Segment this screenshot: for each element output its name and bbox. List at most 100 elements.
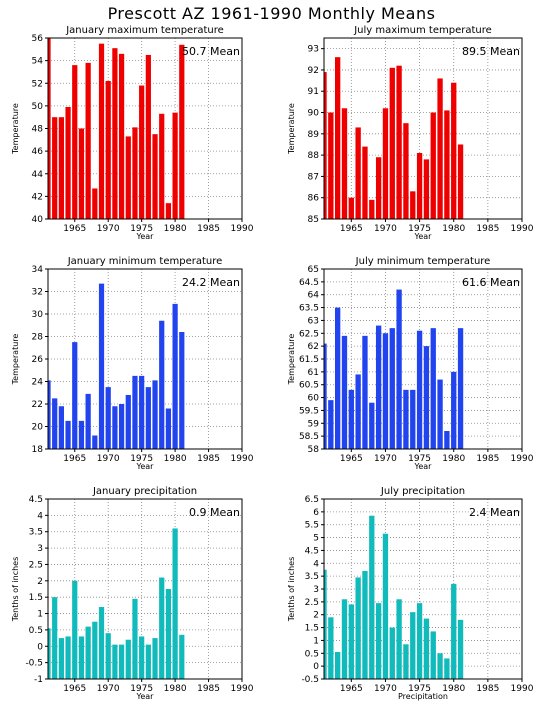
bar-1971 (389, 627, 395, 679)
bar-1979 (444, 110, 450, 219)
mean-label: 61.6 Mean (462, 276, 520, 289)
y-tick-label: -0.5 (301, 675, 319, 685)
y-tick-label: 42 (32, 192, 43, 202)
bar-1978 (159, 320, 165, 449)
y-tick-label: 64 (308, 291, 320, 301)
y-tick-label: 61 (308, 368, 319, 378)
y-tick-label: 24 (32, 378, 44, 388)
bar-1964 (341, 108, 348, 219)
bar-1975 (139, 375, 145, 449)
y-tick-label: 26 (32, 355, 44, 365)
bar-1981 (457, 619, 464, 679)
bar-1972 (396, 65, 402, 220)
bar-1967 (85, 393, 91, 449)
bar-1976 (145, 387, 151, 449)
bar-1963 (334, 307, 341, 449)
y-tick-label: 89 (308, 130, 320, 140)
bar-1976 (423, 618, 430, 679)
bar-1981 (179, 332, 185, 449)
bar-1980 (172, 528, 178, 679)
y-tick-label: 90 (308, 109, 320, 119)
bar-1962 (52, 398, 58, 449)
bar-1961 (48, 38, 51, 219)
y-tick-label: 0.5 (305, 649, 319, 659)
bar-1980 (172, 112, 178, 219)
y-tick-label: 62.5 (299, 329, 319, 339)
bar-1981 (457, 328, 464, 449)
bar-1971 (112, 406, 118, 449)
y-tick-label: 22 (32, 400, 43, 410)
y-tick-label: 87 (308, 172, 319, 182)
bar-1968 (369, 199, 375, 219)
x-tick-label: 1990 (231, 684, 254, 694)
bar-1981 (457, 144, 464, 219)
y-tick-label: 86 (308, 194, 320, 204)
bar-1964 (65, 636, 71, 679)
y-tick-label: 40 (32, 215, 44, 225)
chart-panel-5: -1 -0.5 0 0.5 1 1.5 2 2.5 3 3.5 4 4.5 1965 1970 1975 19… (11, 486, 254, 701)
plot-frame (47, 498, 243, 680)
bar-1969 (98, 283, 105, 449)
bar-1967 (85, 62, 91, 220)
mean-label: 2.4 Mean (469, 506, 520, 519)
x-tick-label: 1980 (164, 454, 187, 464)
bar-1976 (145, 644, 151, 679)
x-tick-label: 1990 (231, 454, 254, 464)
bar-1968 (92, 188, 98, 219)
y-tick-label: 92 (308, 66, 319, 76)
bar-1967 (85, 626, 91, 679)
y-axis-label: Tenths of inches (11, 557, 20, 623)
bar-1966 (78, 128, 85, 219)
y-tick-label: 63 (308, 316, 319, 326)
y-tick-label: 52 (32, 79, 43, 89)
bar-1971 (112, 48, 118, 220)
y-tick-label: 48 (32, 125, 44, 135)
y-tick-label: 60.5 (299, 381, 319, 391)
x-tick-label: 1975 (130, 224, 153, 234)
x-tick-label: 1965 (63, 224, 86, 234)
y-tick-label: 2.5 (29, 560, 43, 570)
bar-1973 (125, 639, 131, 679)
bar-1974 (410, 612, 416, 679)
x-tick-label: 1990 (231, 224, 254, 234)
bar-1968 (92, 435, 98, 449)
bar-1979 (165, 203, 172, 219)
x-tick-label: 1970 (97, 224, 120, 234)
y-tick-label: 60 (308, 394, 320, 404)
mean-label: 50.7 Mean (182, 45, 240, 58)
bar-1965 (348, 197, 354, 219)
y-tick-label: 2.5 (305, 598, 319, 608)
bar-1973 (125, 136, 131, 219)
bar-1962 (328, 400, 334, 449)
mean-label: 0.9 Mean (189, 506, 240, 519)
y-tick-label: 2 (313, 611, 319, 621)
x-tick-label: 1985 (476, 454, 499, 464)
bar-1972 (396, 599, 402, 679)
chart-panel-1: 40 42 44 46 48 50 52 54 56 1965 1970 1975 1980 1985 19… (11, 25, 254, 241)
y-tick-label: 85 (308, 215, 319, 225)
chart-title: January precipitation (92, 486, 197, 497)
chart-panel-2: 85 86 87 88 89 90 91 92 93 1965 1970 1975 1980 1985 19… (287, 25, 534, 241)
y-tick-label: 1.5 (29, 593, 43, 603)
bar-1972 (118, 644, 125, 679)
y-tick-label: 65 (308, 265, 319, 275)
x-axis-label: Year (136, 462, 155, 471)
bar-1977 (152, 380, 158, 449)
y-tick-label: 1.5 (305, 624, 319, 634)
bar-1976 (145, 54, 151, 219)
bar-1964 (341, 335, 348, 449)
bar-1974 (410, 389, 416, 449)
y-tick-label: 1 (313, 636, 319, 646)
x-tick-label: 1980 (164, 684, 187, 694)
bar-1978 (159, 113, 165, 219)
y-tick-label: 3.5 (29, 528, 43, 538)
bar-1963 (58, 117, 64, 219)
mean-label: 89.5 Mean (462, 45, 520, 58)
bar-1976 (423, 346, 430, 449)
bar-1977 (430, 328, 436, 449)
x-tick-label: 1985 (197, 224, 220, 234)
chart-title: July minimum temperature (355, 256, 491, 267)
x-tick-label: 1975 (130, 684, 153, 694)
bar-1970 (105, 387, 111, 449)
